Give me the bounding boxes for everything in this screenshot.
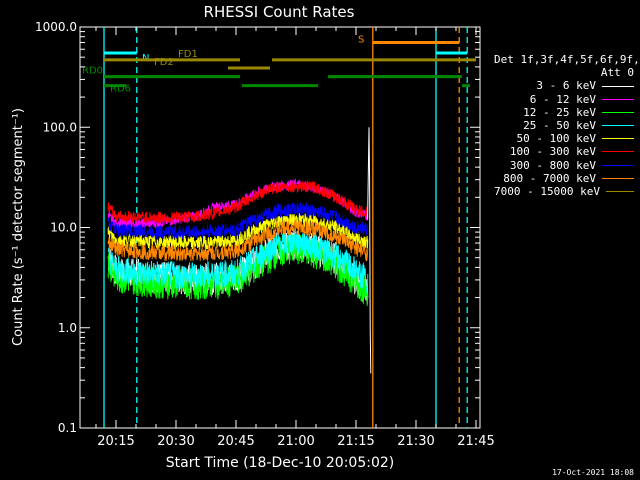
y-tick-label: 1000.0 — [35, 20, 77, 34]
y-tick-label: 1.0 — [58, 321, 77, 335]
y-axis-label: Count Rate (s⁻¹ detector segment⁻¹) — [11, 108, 26, 346]
chart-title: RHESSI Count Rates — [204, 3, 355, 21]
series-line — [107, 228, 369, 295]
legend-swatch — [602, 98, 634, 100]
legend-swatch — [602, 125, 634, 127]
flag-bar-label: FD1 — [178, 49, 198, 60]
legend-entry: 100 - 300 keV — [494, 145, 634, 158]
legend-entry: 6 - 12 keV — [494, 93, 634, 106]
x-tick-label: 20:30 — [157, 434, 194, 449]
x-tick-label: 21:30 — [397, 434, 434, 449]
flag-bar-label: RD6 — [110, 84, 131, 95]
legend-swatch — [602, 164, 634, 166]
y-tick-label: 10.0 — [50, 221, 77, 235]
legend-entry-label: 6 - 12 keV — [529, 92, 596, 106]
legend-swatch — [602, 85, 634, 87]
series-layer — [107, 127, 372, 374]
legend-entry-label: 50 - 100 keV — [516, 132, 596, 146]
legend: Det 1f,3f,4f,5f,6f,9f, Att 0 3 - 6 keV 6 … — [494, 53, 640, 198]
legend-entry: 12 - 25 keV — [494, 106, 634, 119]
legend-entry-label: 7000 - 15000 keV — [494, 184, 600, 198]
y-tick-label: 0.1 — [58, 421, 77, 435]
legend-entry-label: 25 - 50 keV — [523, 118, 596, 132]
legend-entry-label: 100 - 300 keV — [509, 145, 596, 159]
legend-entry: 800 - 7000 keV — [494, 172, 634, 185]
y-tick-label: 100.0 — [43, 120, 77, 134]
flag-bar-label: RD0 — [82, 66, 103, 77]
legend-entry: 50 - 100 keV — [494, 132, 634, 145]
x-tick-label: 21:45 — [457, 434, 494, 449]
legend-entry: 7000 - 15000 keV — [494, 185, 634, 198]
x-axis-label: Start Time (18-Dec-10 20:05:02) — [166, 455, 394, 471]
x-tick-label: 20:45 — [217, 434, 254, 449]
legend-entry: 25 - 50 keV — [494, 119, 634, 132]
legend-entry-label: 800 - 7000 keV — [503, 171, 596, 185]
legend-entry-label: 3 - 6 keV — [536, 79, 596, 93]
legend-swatch — [602, 111, 634, 113]
legend-swatch — [602, 177, 634, 179]
x-tick-label: 21:15 — [337, 434, 374, 449]
legend-subtitle: Att 0 — [600, 66, 634, 80]
x-tick-label: 20:15 — [97, 434, 134, 449]
series-line — [107, 202, 369, 240]
series-line — [107, 219, 369, 262]
x-tick-label: 21:00 — [277, 434, 314, 449]
flare-spike — [367, 127, 372, 374]
legend-entry: 300 - 800 keV — [494, 159, 634, 172]
legend-swatch — [602, 138, 634, 140]
x-axis: 20:15 20:30 20:45 21:00 21:15 21:30 21:45 — [95, 27, 495, 449]
legend-entry-label: 300 - 800 keV — [509, 158, 596, 172]
legend-title: Det 1f,3f,4f,5f,6f,9f, — [494, 53, 640, 66]
legend-swatch — [602, 151, 634, 153]
legend-swatch — [605, 191, 634, 192]
flag-bar-label: S — [358, 35, 364, 46]
flag-bar-label: FD2 — [154, 57, 174, 68]
flag-bars: NSFD1FD2RD0RD6 — [82, 35, 476, 95]
y-axis: 0.1 1.0 10.0 100.0 1000.0 — [35, 20, 480, 435]
series-line — [107, 179, 369, 224]
legend-entry: 3 - 6 keV — [494, 79, 634, 92]
timestamp: 17-Oct-2021 18:08 — [552, 468, 634, 477]
legend-entry-label: 12 - 25 keV — [523, 105, 596, 119]
